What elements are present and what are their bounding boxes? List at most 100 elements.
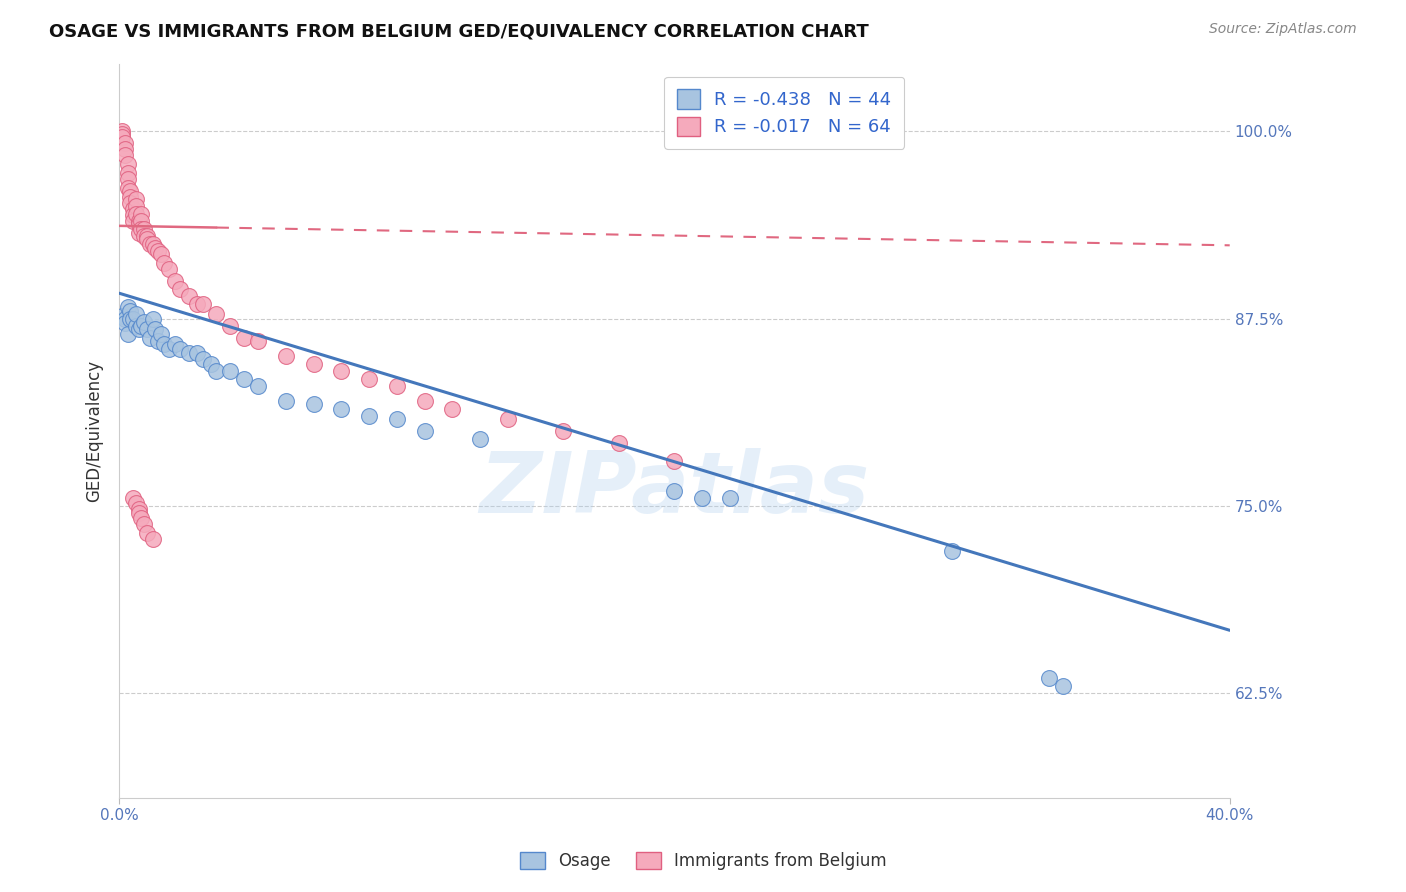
Point <box>200 357 222 371</box>
Point <box>553 424 575 438</box>
Point <box>111 124 134 138</box>
Point <box>177 289 200 303</box>
Point <box>385 379 408 393</box>
Point <box>136 525 159 540</box>
Point <box>690 491 713 506</box>
Point <box>302 357 325 371</box>
Point <box>117 181 139 195</box>
Point <box>142 311 165 326</box>
Point <box>139 236 162 251</box>
Point <box>247 379 270 393</box>
Point <box>233 371 256 385</box>
Point <box>114 143 136 157</box>
Point <box>152 256 174 270</box>
Point <box>143 241 166 255</box>
Point <box>111 309 134 323</box>
Point <box>413 394 436 409</box>
Point <box>146 244 169 259</box>
Text: ZIPatlas: ZIPatlas <box>479 449 870 532</box>
Legend: R = -0.438   N = 44, R = -0.017   N = 64: R = -0.438 N = 44, R = -0.017 N = 64 <box>664 77 904 149</box>
Legend: Osage, Immigrants from Belgium: Osage, Immigrants from Belgium <box>513 845 893 877</box>
Point <box>117 157 139 171</box>
Point <box>191 352 214 367</box>
Point <box>131 511 153 525</box>
Point <box>128 227 150 241</box>
Point <box>128 214 150 228</box>
Point <box>134 222 156 236</box>
Point <box>114 311 136 326</box>
Point <box>122 208 145 222</box>
Point <box>219 319 242 334</box>
Point <box>114 148 136 162</box>
Point <box>664 483 686 498</box>
Point <box>120 185 142 199</box>
Point <box>120 196 142 211</box>
Point <box>359 371 381 385</box>
Point <box>117 326 139 341</box>
Point <box>114 136 136 151</box>
Point <box>122 202 145 217</box>
Point <box>128 218 150 232</box>
Point <box>274 394 297 409</box>
Point <box>157 342 180 356</box>
Point <box>186 346 208 360</box>
Point <box>125 319 148 334</box>
Point <box>1052 679 1074 693</box>
Point <box>131 222 153 236</box>
Point <box>120 304 142 318</box>
Text: OSAGE VS IMMIGRANTS FROM BELGIUM GED/EQUIVALENCY CORRELATION CHART: OSAGE VS IMMIGRANTS FROM BELGIUM GED/EQU… <box>49 22 869 40</box>
Point <box>205 307 228 321</box>
Point <box>163 274 186 288</box>
Point <box>718 491 741 506</box>
Point <box>117 166 139 180</box>
Point <box>359 409 381 423</box>
Point <box>385 412 408 426</box>
Point <box>330 364 353 378</box>
Point <box>1038 671 1060 685</box>
Point <box>177 346 200 360</box>
Point <box>441 401 464 416</box>
Point <box>191 297 214 311</box>
Point <box>149 326 172 341</box>
Point <box>139 331 162 345</box>
Point <box>186 297 208 311</box>
Point <box>496 412 519 426</box>
Point <box>131 319 153 334</box>
Point <box>122 491 145 506</box>
Point <box>233 331 256 345</box>
Point <box>120 190 142 204</box>
Point <box>169 342 191 356</box>
Point <box>134 516 156 531</box>
Point <box>169 282 191 296</box>
Point <box>163 337 186 351</box>
Point <box>125 192 148 206</box>
Point <box>247 334 270 348</box>
Point <box>470 432 492 446</box>
Point <box>111 130 134 145</box>
Point <box>941 544 963 558</box>
Point <box>122 214 145 228</box>
Point <box>128 502 150 516</box>
Point <box>143 322 166 336</box>
Point <box>136 322 159 336</box>
Point <box>125 496 148 510</box>
Point <box>128 322 150 336</box>
Point <box>142 532 165 546</box>
Y-axis label: GED/Equivalency: GED/Equivalency <box>86 360 103 502</box>
Point <box>125 199 148 213</box>
Point <box>136 232 159 246</box>
Point <box>131 214 153 228</box>
Point <box>131 207 153 221</box>
Point <box>149 247 172 261</box>
Point <box>117 300 139 314</box>
Point <box>122 311 145 326</box>
Point <box>114 316 136 330</box>
Point <box>205 364 228 378</box>
Point <box>157 262 180 277</box>
Point <box>136 229 159 244</box>
Point <box>607 436 630 450</box>
Point <box>134 229 156 244</box>
Point <box>125 307 148 321</box>
Point <box>219 364 242 378</box>
Point <box>302 397 325 411</box>
